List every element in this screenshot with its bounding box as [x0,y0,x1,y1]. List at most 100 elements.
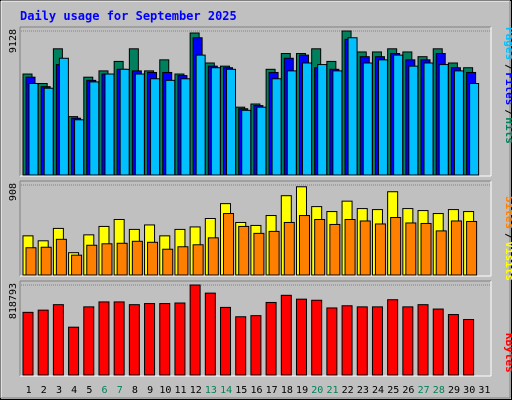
bar-sites-day-27 [420,222,432,276]
y-tick-label: 908 [8,183,19,201]
x-tick-day-30: 30 [463,385,475,396]
bar-kbytes-day-15 [235,316,247,376]
bar-kbytes-day-27 [417,304,429,376]
x-tick-day-11: 11 [175,385,187,396]
bar-kbytes-day-12 [189,284,201,376]
bar-sites-day-19 [298,215,310,276]
x-tick-day-26: 26 [402,385,414,396]
bar-kbytes-day-18 [280,294,292,376]
bar-pages-day-28 [438,64,449,176]
bar-sites-day-30 [466,220,478,276]
x-tick-day-19: 19 [296,385,308,396]
x-tick-day-24: 24 [372,385,384,396]
x-tick-day-5: 5 [86,385,92,396]
bar-kbytes-day-29 [447,314,459,376]
x-tick-day-21: 21 [326,385,338,396]
bar-sites-day-16 [253,232,265,276]
x-tick-day-25: 25 [387,385,399,396]
y-tick-label: 818793 [8,283,19,319]
legend-separator: / [503,233,512,240]
bar-sites-day-18 [283,221,295,276]
bar-pages-day-12 [195,54,206,176]
x-tick-day-18: 18 [281,385,293,396]
bar-sites-day-22 [344,218,356,276]
bar-sites-day-11 [177,246,189,276]
bar-kbytes-day-14 [220,306,232,376]
bar-sites-day-24 [374,223,386,276]
bar-sites-day-15 [238,225,250,276]
bar-pages-day-4 [74,119,85,176]
bar-kbytes-day-6 [98,301,110,376]
bar-pages-day-19 [301,62,312,176]
bar-pages-day-13 [210,67,221,176]
x-tick-day-6: 6 [102,385,108,396]
bar-sites-day-4 [71,254,83,276]
x-tick-day-1: 1 [26,385,32,396]
bar-kbytes-day-2 [37,309,49,376]
legend-hits: Hits [503,117,512,143]
bar-sites-day-10 [162,248,174,276]
bar-pages-day-23 [362,62,373,176]
bar-kbytes-day-25 [387,299,399,376]
bar-kbytes-day-16 [250,315,262,376]
bar-pages-day-22 [347,37,358,176]
bar-pages-day-10 [165,79,176,176]
x-tick-day-2: 2 [41,385,47,396]
x-tick-day-4: 4 [71,385,77,396]
bar-pages-day-24 [377,59,388,176]
bar-pages-day-14 [226,68,237,176]
legend-separator: / [503,109,512,116]
bar-pages-day-2 [43,87,54,176]
bar-pages-day-8 [134,73,145,176]
chart-panels: 9128 908 818793 [8,26,492,377]
bar-pages-day-25 [393,54,404,176]
panel-bottom: 818793 [8,280,492,377]
bar-pages-day-3 [58,57,69,176]
bar-pages-day-6 [104,73,115,176]
bar-kbytes-day-8 [128,304,140,376]
panel-top: 9128 [8,26,492,177]
bar-sites-day-29 [450,220,462,276]
bar-kbytes-day-1 [22,311,34,376]
legend-separator: / [503,64,512,71]
x-tick-day-29: 29 [448,385,460,396]
bar-kbytes-day-22 [341,305,353,376]
bar-sites-day-5 [86,244,98,276]
bar-sites-day-13 [207,237,219,276]
x-tick-day-13: 13 [205,385,217,396]
bar-kbytes-day-28 [432,308,444,376]
x-tick-day-28: 28 [433,385,445,396]
bar-kbytes-day-30 [463,318,475,376]
bar-kbytes-day-11 [174,302,186,376]
x-tick-day-15: 15 [235,385,247,396]
bar-kbytes-day-24 [371,306,383,376]
x-tick-day-8: 8 [132,385,138,396]
bar-sites-day-8 [131,240,143,276]
x-tick-day-17: 17 [266,385,278,396]
bar-kbytes-day-3 [52,304,64,376]
x-axis-labels: 1 2 3 4 5 6 7 8 9 10 11 12 13 14 15 16 17 18 19 20 21 22 23 24 2… [26,385,491,396]
bar-pages-day-7 [119,68,130,176]
x-tick-day-10: 10 [159,385,171,396]
bar-kbytes-day-19 [295,298,307,376]
bar-kbytes-day-20 [311,299,323,376]
x-tick-day-16: 16 [250,385,262,396]
bar-sites-day-26 [405,222,417,276]
bar-sites-day-2 [40,246,52,276]
bar-sites-day-20 [314,218,326,276]
bar-sites-day-23 [359,220,371,276]
bar-kbytes-day-23 [356,306,368,376]
legend-sites: Sites [503,196,512,229]
bar-kbytes-day-7 [113,301,125,376]
bar-sites-day-6 [101,243,113,276]
bar-kbytes-day-13 [204,292,216,376]
x-tick-day-3: 3 [56,385,62,396]
bar-sites-day-1 [25,247,37,276]
bar-pages-day-5 [89,81,100,176]
bar-kbytes-day-21 [326,307,338,376]
bar-sites-day-7 [116,242,128,276]
legend-files: Files [503,72,512,105]
bar-pages-day-27 [423,62,434,176]
